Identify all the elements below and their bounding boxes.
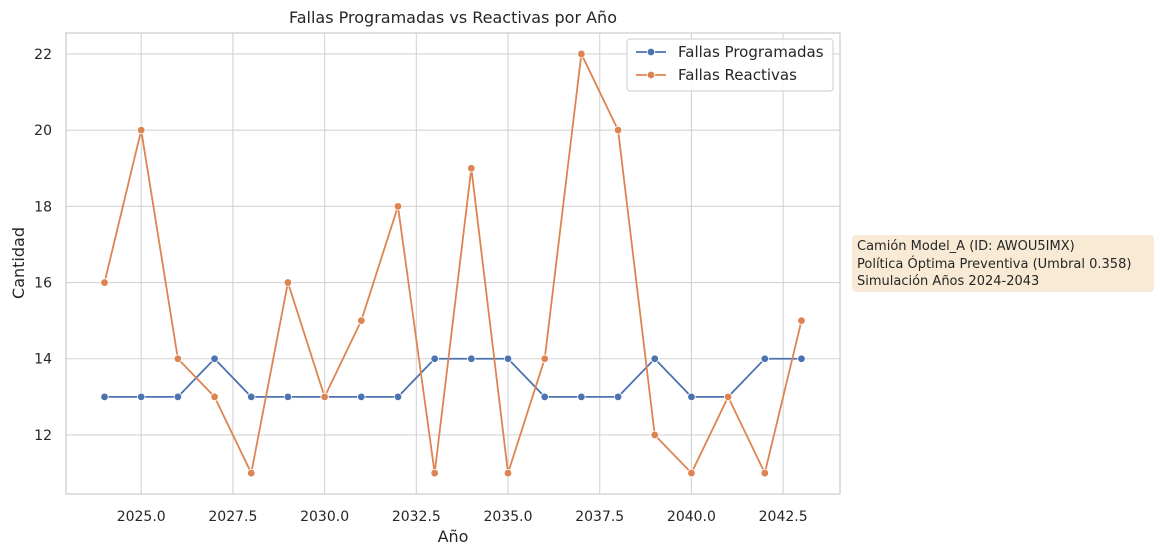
annotation-line-3: Simulación Años 2024-2043	[857, 274, 1039, 289]
data-point	[283, 392, 293, 402]
legend-label-reactivas: Fallas Reactivas	[678, 66, 797, 84]
data-point	[650, 354, 659, 363]
data-point	[723, 392, 733, 402]
data-point	[100, 278, 109, 287]
data-point	[173, 354, 183, 363]
data-point	[210, 354, 219, 363]
data-point	[393, 392, 403, 402]
legend-entry-reactivas: Fallas Reactivas	[636, 66, 797, 84]
data-point	[430, 468, 439, 478]
series-reactivas	[100, 49, 806, 478]
legend-label-programadas: Fallas Programadas	[678, 43, 824, 61]
annotation-line-2: Política Óptima Preventiva (Umbral 0.358…	[857, 256, 1131, 272]
data-point	[100, 392, 109, 402]
data-point	[283, 278, 293, 287]
data-point	[247, 468, 256, 478]
legend: Fallas Programadas Fallas Reactivas	[626, 38, 834, 92]
annotation-line-1: Camión Model_A (ID: AWOU5IMX)	[857, 239, 1075, 254]
series-layer	[100, 49, 806, 478]
data-point	[760, 468, 770, 478]
y-tick-label: 12	[34, 428, 52, 444]
series-line	[104, 357, 802, 398]
x-tick-label: 2040.0	[667, 509, 716, 525]
data-point	[503, 354, 513, 363]
series-line	[103, 53, 803, 474]
data-point	[320, 392, 329, 402]
legend-frame	[626, 38, 834, 92]
y-tick-label: 20	[34, 123, 52, 139]
y-tick-label: 18	[34, 199, 52, 215]
plot-frame	[65, 32, 841, 495]
data-point	[540, 392, 549, 402]
data-point	[503, 468, 513, 478]
x-tick-label: 2025.0	[117, 509, 166, 525]
data-point	[687, 392, 696, 402]
data-point	[430, 354, 439, 363]
y-tick-label: 16	[34, 276, 52, 292]
data-point	[613, 392, 623, 402]
legend-marker-programadas	[646, 47, 656, 57]
x-tick-label: 2030.0	[300, 509, 349, 525]
data-point	[357, 392, 366, 402]
plot-area	[65, 32, 841, 495]
y-tick-label: 14	[34, 352, 52, 368]
data-point	[173, 392, 183, 402]
x-axis-ticks: 2025.0 2027.5 2030.0 2032.5 2035.0 2037.5 2040…	[117, 509, 808, 525]
data-point	[797, 354, 806, 363]
x-tick-label: 2035.0	[484, 509, 533, 525]
y-tick-label: 22	[34, 47, 52, 63]
data-point	[577, 49, 586, 59]
data-point	[136, 392, 146, 402]
x-tick-label: 2027.5	[208, 509, 257, 525]
x-tick-label: 2037.5	[575, 509, 624, 525]
data-point	[210, 392, 219, 402]
annotation-box: Camión Model_A (ID: AWOU5IMX) Política Ó…	[852, 235, 1154, 292]
data-point	[467, 354, 476, 363]
annotation-background	[852, 235, 1154, 292]
data-point	[467, 164, 476, 173]
x-axis-label: Año	[438, 527, 469, 546]
data-point	[760, 354, 770, 363]
data-point	[613, 125, 623, 135]
data-point	[577, 392, 586, 402]
data-point	[797, 316, 806, 325]
legend-entry-programadas: Fallas Programadas	[636, 43, 824, 61]
legend-marker-reactivas	[646, 70, 656, 80]
data-point	[540, 354, 549, 363]
data-point	[136, 125, 146, 135]
data-point	[687, 468, 696, 478]
data-point	[357, 316, 366, 325]
y-axis-label: Cantidad	[9, 227, 28, 299]
data-point	[247, 392, 256, 402]
data-point	[650, 430, 659, 440]
chart-title: Fallas Programadas vs Reactivas por Año	[289, 8, 617, 27]
data-point	[393, 202, 403, 211]
plot-background	[66, 33, 840, 494]
x-tick-label: 2042.5	[759, 509, 808, 525]
y-axis-ticks: 12 14 16 18 20 22	[34, 47, 52, 444]
x-tick-label: 2032.5	[392, 509, 441, 525]
